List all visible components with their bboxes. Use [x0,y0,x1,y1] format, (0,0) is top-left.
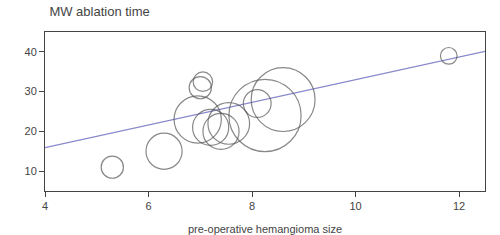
svg-text:pre-operative hemangioma size: pre-operative hemangioma size [188,223,342,235]
svg-text:12: 12 [453,200,465,212]
svg-text:4: 4 [42,200,48,212]
svg-text:10: 10 [25,165,37,177]
svg-text:6: 6 [145,200,151,212]
svg-text:20: 20 [25,125,37,137]
svg-text:30: 30 [25,85,37,97]
svg-text:MW ablation time: MW ablation time [49,4,149,19]
svg-text:40: 40 [25,46,37,58]
svg-text:8: 8 [249,200,255,212]
svg-text:10: 10 [349,200,361,212]
